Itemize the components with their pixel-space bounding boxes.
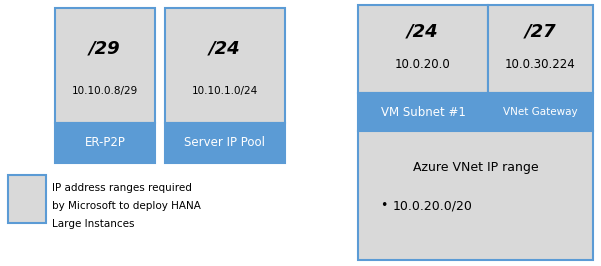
- Bar: [358, 131, 593, 260]
- Text: Server IP Pool: Server IP Pool: [185, 136, 266, 149]
- Text: IP address ranges required: IP address ranges required: [52, 183, 192, 193]
- Text: Azure VNet IP range: Azure VNet IP range: [413, 161, 538, 174]
- Bar: [55, 123, 155, 163]
- Text: 10.0.20.0: 10.0.20.0: [395, 58, 451, 71]
- Bar: [55, 8, 155, 123]
- Text: /29: /29: [89, 39, 121, 57]
- Text: 10.0.30.224: 10.0.30.224: [505, 58, 576, 71]
- Text: 10.0.20.0/20: 10.0.20.0/20: [393, 199, 473, 212]
- Bar: [165, 123, 285, 163]
- Bar: [165, 8, 285, 123]
- Text: 10.10.1.0/24: 10.10.1.0/24: [192, 86, 258, 96]
- Text: /24: /24: [209, 39, 241, 57]
- Text: by Microsoft to deploy HANA: by Microsoft to deploy HANA: [52, 201, 201, 211]
- Text: •: •: [380, 199, 388, 212]
- Bar: [358, 5, 488, 93]
- Text: VM Subnet #1: VM Subnet #1: [380, 106, 465, 118]
- Text: VNet Gateway: VNet Gateway: [503, 107, 578, 117]
- Bar: [8, 175, 46, 223]
- Text: Large Instances: Large Instances: [52, 219, 135, 229]
- Bar: [358, 93, 488, 131]
- Text: ER-P2P: ER-P2P: [85, 136, 126, 149]
- Bar: [488, 93, 593, 131]
- Text: 10.10.0.8/29: 10.10.0.8/29: [72, 86, 138, 96]
- Text: /24: /24: [407, 22, 439, 40]
- Text: /27: /27: [525, 22, 557, 40]
- Bar: [488, 5, 593, 93]
